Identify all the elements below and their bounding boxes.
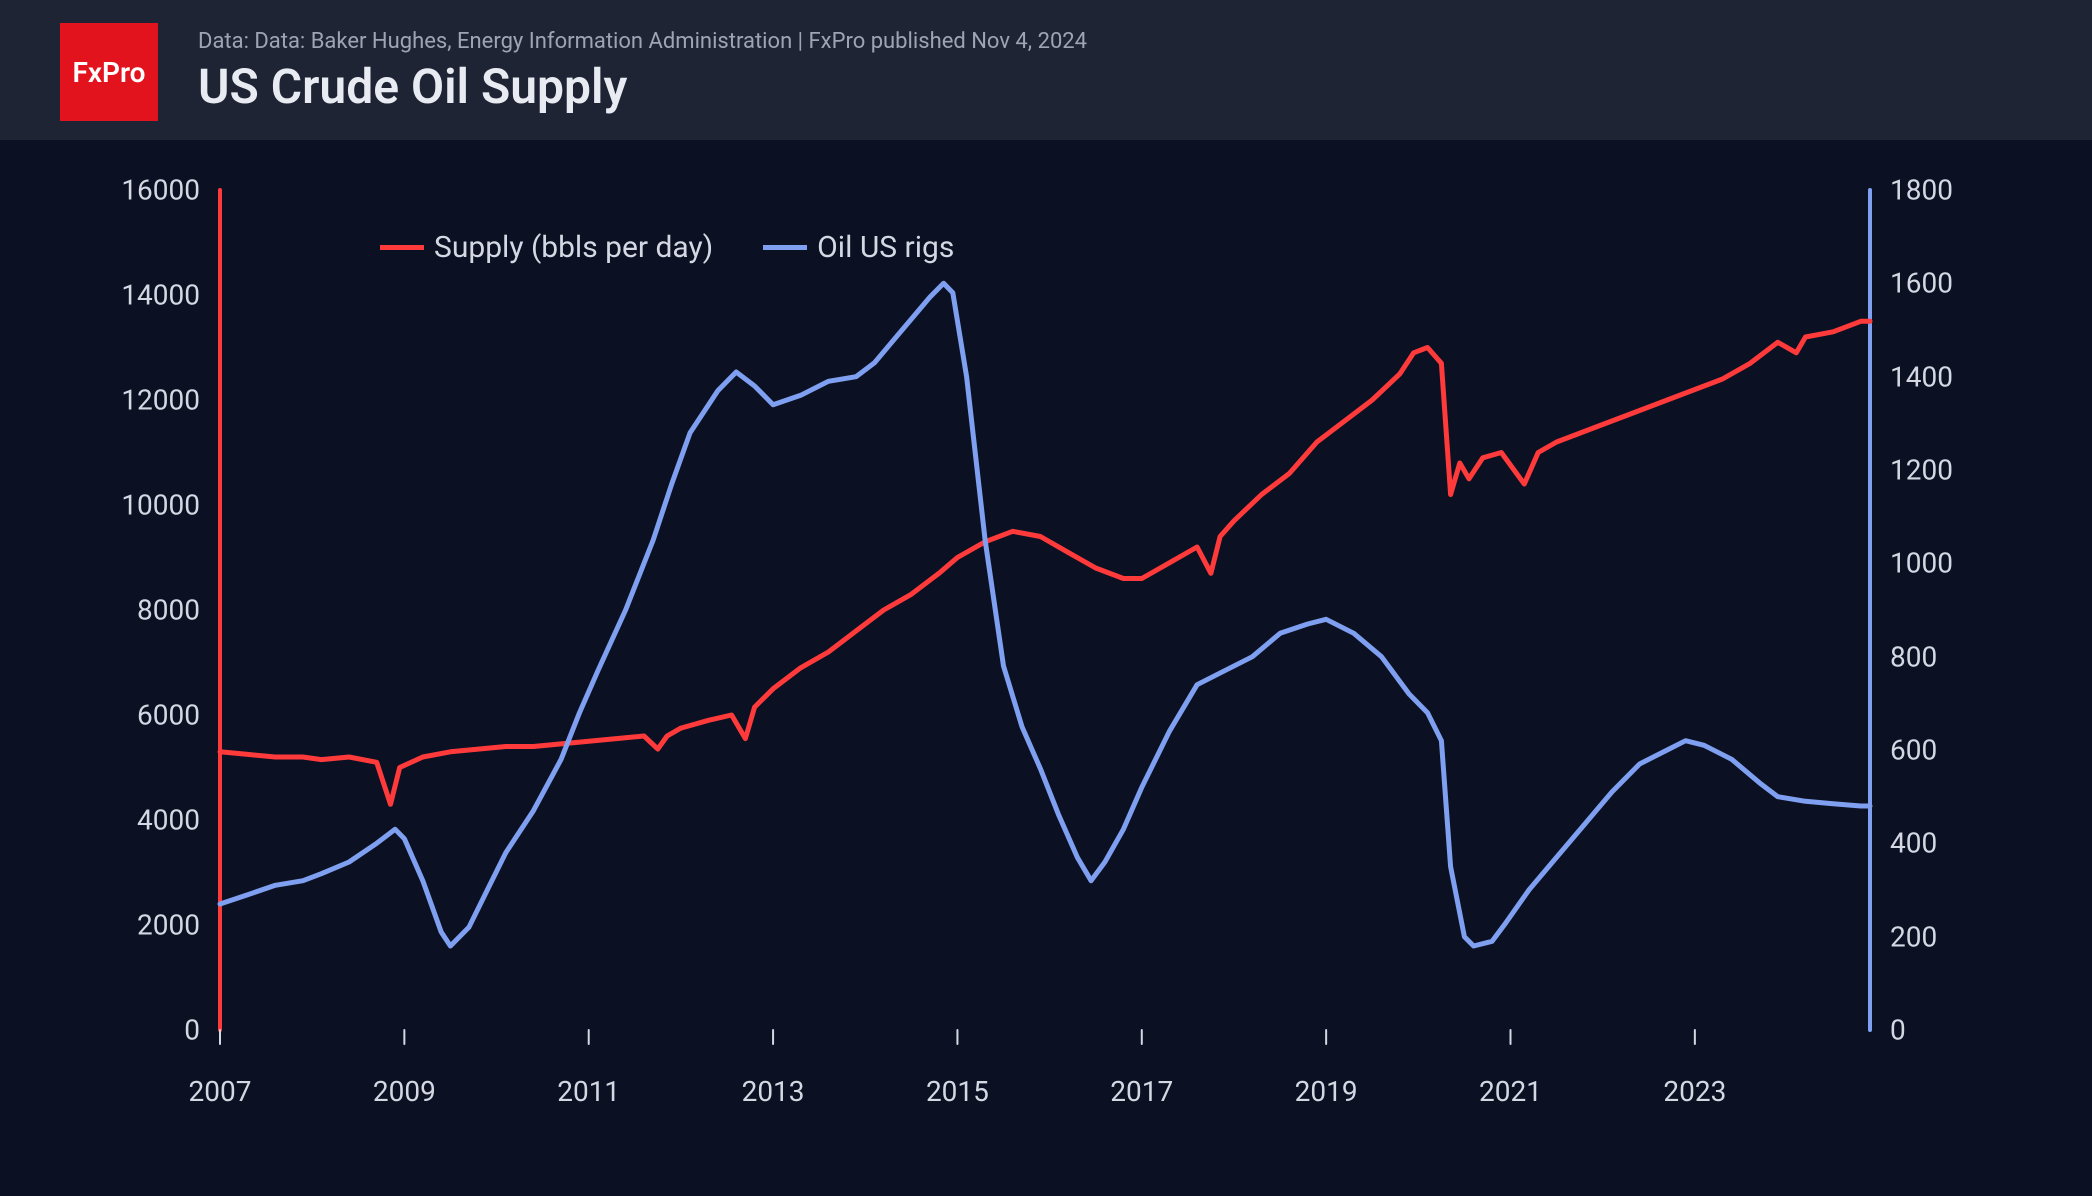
axis-tick-label: 400 (1890, 827, 1937, 860)
axis-tick-label: 4000 (137, 804, 200, 837)
legend-label: Oil US rigs (817, 230, 954, 265)
axis-tick-label: 1200 (1890, 454, 1953, 487)
legend-swatch (763, 245, 807, 250)
axis-tick-label: 1800 (1890, 174, 1953, 207)
series-line-series_rigs (220, 283, 1870, 946)
axis-tick-label: 10000 (121, 489, 200, 522)
legend-item: Oil US rigs (763, 230, 954, 265)
axis-tick-label: 0 (184, 1014, 200, 1047)
legend-swatch (380, 245, 424, 250)
axis-tick-label: 2015 (926, 1075, 989, 1108)
axis-tick-label: 200 (1890, 920, 1937, 953)
legend-item: Supply (bbls per day) (380, 230, 713, 265)
chart-legend: Supply (bbls per day) Oil US rigs (380, 230, 954, 265)
axis-tick-label: 8000 (137, 594, 200, 627)
axis-tick-label: 2023 (1663, 1075, 1726, 1108)
axis-tick-label: 16000 (121, 174, 200, 207)
axis-tick-label: 2013 (742, 1075, 805, 1108)
axis-tick-label: 800 (1890, 640, 1937, 673)
chart-plot (0, 0, 2092, 1196)
axis-tick-label: 2017 (1110, 1075, 1173, 1108)
axis-tick-label: 6000 (137, 699, 200, 732)
axis-tick-label: 2007 (189, 1075, 252, 1108)
axis-tick-label: 2009 (373, 1075, 436, 1108)
axis-tick-label: 1400 (1890, 360, 1953, 393)
axis-tick-label: 14000 (121, 279, 200, 312)
legend-label: Supply (bbls per day) (434, 230, 713, 265)
series-line-series_supply (220, 321, 1870, 804)
axis-tick-label: 2021 (1479, 1075, 1542, 1108)
axis-tick-label: 1600 (1890, 267, 1953, 300)
axis-tick-label: 2011 (557, 1075, 620, 1108)
axis-tick-label: 1000 (1890, 547, 1953, 580)
axis-tick-label: 600 (1890, 734, 1937, 767)
axis-tick-label: 0 (1890, 1014, 1906, 1047)
axis-tick-label: 2000 (137, 909, 200, 942)
axis-tick-label: 2019 (1295, 1075, 1358, 1108)
axis-tick-label: 12000 (121, 384, 200, 417)
